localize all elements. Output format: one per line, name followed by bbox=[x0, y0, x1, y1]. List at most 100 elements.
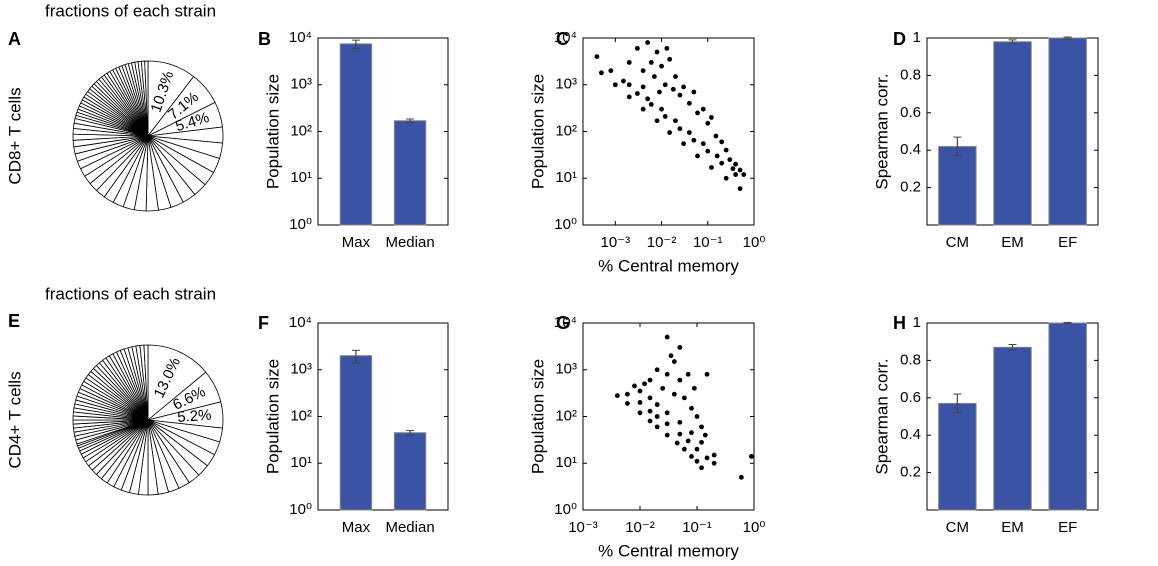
y-tick-label: 10⁴ bbox=[289, 314, 312, 331]
point bbox=[634, 91, 640, 96]
point bbox=[659, 63, 664, 69]
y-tick-label: 0.2 bbox=[900, 179, 921, 196]
panel-letter: F bbox=[258, 313, 269, 333]
point bbox=[654, 424, 660, 430]
panel-letter: E bbox=[8, 311, 20, 331]
x-tick-label: 10⁻² bbox=[625, 519, 655, 536]
point bbox=[662, 114, 668, 119]
point bbox=[670, 86, 676, 92]
point bbox=[642, 381, 647, 387]
point bbox=[689, 405, 694, 411]
slice-label: 5.2% bbox=[177, 407, 212, 426]
x-tick-label: 10⁻¹ bbox=[693, 234, 723, 251]
point bbox=[664, 45, 670, 51]
point bbox=[632, 383, 637, 389]
point bbox=[671, 359, 677, 364]
axes-box bbox=[317, 322, 449, 511]
point bbox=[677, 126, 683, 132]
point bbox=[626, 60, 632, 65]
bar bbox=[938, 402, 977, 511]
point bbox=[733, 172, 739, 177]
point bbox=[685, 438, 691, 444]
point bbox=[705, 120, 711, 126]
point bbox=[689, 430, 694, 436]
point bbox=[677, 92, 683, 98]
y-tick-label: 10⁴ bbox=[289, 29, 312, 46]
pie-title: fractions of each strain bbox=[45, 1, 216, 20]
x-tick-label: 10⁻³ bbox=[568, 519, 598, 536]
x-tick-label: 10⁻² bbox=[647, 234, 677, 251]
point bbox=[681, 141, 686, 147]
panel-letter: C bbox=[556, 29, 569, 49]
point bbox=[705, 148, 711, 154]
y-axis-label: Population size bbox=[263, 359, 282, 474]
x-axis-label: % Central memory bbox=[598, 541, 739, 560]
point bbox=[614, 393, 620, 398]
point bbox=[695, 110, 700, 116]
y-tick-label: 10⁰ bbox=[289, 501, 312, 518]
bar bbox=[1048, 37, 1087, 226]
axes-box bbox=[317, 37, 449, 226]
x-tick-label: EF bbox=[1058, 234, 1077, 251]
point bbox=[681, 84, 686, 90]
x-tick-label: 10⁰ bbox=[743, 519, 766, 536]
point bbox=[748, 454, 754, 459]
point bbox=[664, 432, 670, 438]
point bbox=[677, 345, 683, 350]
x-tick-label: Median bbox=[385, 234, 434, 251]
point bbox=[713, 133, 719, 139]
x-tick-label: CM bbox=[946, 234, 969, 251]
bar bbox=[393, 120, 427, 226]
panel-letter: D bbox=[893, 29, 906, 49]
point bbox=[699, 439, 704, 445]
point bbox=[695, 153, 700, 159]
y-tick-label: 0.6 bbox=[900, 104, 921, 121]
point bbox=[640, 68, 646, 74]
row-label: CD8+ T cells bbox=[5, 87, 24, 184]
point bbox=[626, 82, 632, 88]
axes-box bbox=[582, 322, 755, 511]
point bbox=[645, 40, 651, 45]
point bbox=[699, 424, 704, 430]
bar bbox=[393, 432, 427, 511]
point bbox=[719, 160, 725, 166]
y-axis-label: Spearman corr. bbox=[872, 73, 891, 189]
y-tick-label: 1 bbox=[913, 314, 921, 331]
point bbox=[654, 367, 660, 373]
point bbox=[711, 460, 717, 466]
y-tick-label: 0.8 bbox=[900, 351, 921, 368]
row-label: CD4+ T cells bbox=[5, 371, 24, 468]
x-tick-label: 10⁻¹ bbox=[682, 519, 712, 536]
y-axis-label: Population size bbox=[263, 74, 282, 189]
point bbox=[700, 106, 706, 112]
point bbox=[651, 74, 657, 79]
y-tick-label: 10³ bbox=[290, 76, 312, 93]
panel-letter: G bbox=[556, 313, 570, 333]
point bbox=[733, 161, 739, 167]
point bbox=[637, 410, 643, 416]
y-tick-label: 10² bbox=[555, 407, 577, 424]
point bbox=[674, 440, 680, 446]
bar bbox=[339, 355, 373, 511]
y-tick-label: 10² bbox=[290, 407, 312, 424]
point bbox=[648, 101, 654, 107]
point bbox=[647, 395, 653, 401]
y-tick-label: 0.4 bbox=[900, 141, 921, 158]
y-axis-label: Population size bbox=[528, 359, 547, 474]
y-axis-label: Spearman corr. bbox=[872, 358, 891, 474]
x-tick-label: EM bbox=[1001, 234, 1024, 251]
point bbox=[648, 60, 654, 65]
x-tick-label: EF bbox=[1058, 519, 1077, 536]
point bbox=[702, 432, 708, 438]
point bbox=[681, 395, 687, 401]
point bbox=[686, 100, 692, 106]
point bbox=[624, 391, 630, 397]
point bbox=[677, 377, 683, 383]
point bbox=[677, 419, 683, 425]
x-tick-label: EM bbox=[1001, 519, 1024, 536]
point bbox=[681, 446, 687, 452]
point bbox=[699, 465, 704, 471]
x-tick-label: 10⁰ bbox=[743, 234, 766, 251]
point bbox=[737, 186, 743, 192]
point bbox=[659, 106, 664, 112]
